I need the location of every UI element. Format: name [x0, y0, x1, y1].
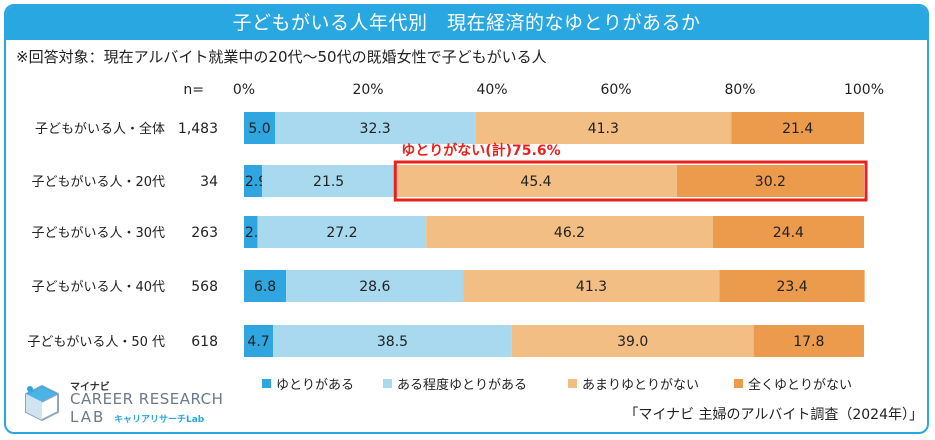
- x-tick-label: 0%: [233, 82, 255, 98]
- data-label: 32.3: [360, 121, 391, 137]
- data-label: 21.4: [782, 121, 813, 137]
- bar-segment: [273, 325, 512, 357]
- x-tick-label: 20%: [352, 82, 383, 98]
- data-label: 38.5: [377, 334, 408, 350]
- bar-segment: [426, 216, 713, 248]
- legend-label: 全くゆとりがない: [748, 377, 852, 393]
- bar-segment: [244, 325, 274, 357]
- bar-segment: [286, 270, 464, 302]
- logo-kana-text: キャリアリサーチLab: [114, 415, 205, 425]
- n-value-label: 34: [200, 174, 218, 190]
- bar-segment: [244, 216, 258, 248]
- n-value-label: 568: [191, 279, 218, 295]
- annotation-label: ゆとりがない(計)75.6%: [401, 142, 560, 159]
- bar-segment: [244, 270, 287, 302]
- logo-mynavi-text: マイナビ: [70, 382, 110, 393]
- category-label: 子どもがいる人・40代: [31, 280, 165, 295]
- legend-swatch: [568, 379, 577, 388]
- category-label: 子どもがいる人・50 代: [27, 335, 165, 350]
- data-label: 30.2: [755, 174, 786, 190]
- data-label: 24.4: [773, 225, 804, 241]
- bar-segment: [511, 325, 754, 357]
- career-research-lab-logo: マイナビ CAREER RESEARCH LAB キャリアリサーチLab: [22, 378, 224, 428]
- legend-label: ある程度ゆとりがある: [397, 377, 527, 393]
- data-label: 17.8: [793, 334, 824, 350]
- bar-segment: [275, 112, 476, 144]
- category-label: 子どもがいる人・30代: [31, 226, 165, 241]
- data-label: 6.8: [254, 279, 276, 295]
- data-label: 5.0: [248, 121, 270, 137]
- legend-swatch: [383, 379, 392, 388]
- legend-swatch: [262, 379, 271, 388]
- bar-segment: [261, 165, 396, 197]
- n-value-label: 263: [191, 225, 218, 241]
- data-label: 45.4: [520, 174, 551, 190]
- data-label: 2.9: [245, 174, 267, 190]
- highlight-box: [393, 160, 868, 202]
- data-label: 39.0: [617, 334, 648, 350]
- legend-label: あまりゆとりがない: [582, 378, 699, 393]
- bar-segment: [712, 216, 864, 248]
- data-label: 21.5: [313, 174, 344, 190]
- legend-swatch: [734, 379, 743, 388]
- bar-segment: [475, 112, 732, 144]
- data-label: 27.2: [326, 225, 357, 241]
- logo-main-text: CAREER RESEARCH: [70, 390, 224, 408]
- logo-lab-text: LAB: [70, 408, 106, 426]
- data-label: 4.7: [247, 334, 269, 350]
- bar-segment: [731, 112, 864, 144]
- x-tick-label: 60%: [600, 82, 631, 98]
- bar-segment: [395, 165, 677, 197]
- bar-segment: [244, 112, 275, 144]
- data-label: 23.4: [776, 279, 807, 295]
- data-label: 28.6: [359, 279, 390, 295]
- category-label: 子どもがいる人・全体: [35, 121, 165, 137]
- bar-segment: [463, 270, 720, 302]
- n-value-label: 618: [191, 334, 218, 350]
- chart-title: 子どもがいる人年代別 現在経済的なゆとりがあるか: [6, 6, 927, 40]
- category-label: 子どもがいる人・20代: [31, 175, 165, 190]
- bar-segment: [244, 165, 262, 197]
- x-tick-label: 80%: [724, 82, 755, 98]
- source-note: 「マイナビ 主婦のアルバイト調査（2024年）」: [624, 407, 923, 423]
- x-tick-label: 40%: [476, 82, 507, 98]
- x-tick-label: 100%: [844, 82, 884, 98]
- data-label: 41.3: [588, 121, 619, 137]
- chart-subtitle: ※回答対象：現在アルバイト就業中の20代～50代の既婚女性で子どもがいる人: [16, 48, 547, 66]
- data-label: 41.3: [576, 279, 607, 295]
- data-label: 46.2: [554, 225, 585, 241]
- bar-segment: [257, 216, 427, 248]
- bar-segment: [753, 325, 864, 357]
- cube-logo-icon: [25, 384, 59, 422]
- bar-segment: [676, 165, 864, 197]
- legend-label: ゆとりがある: [276, 378, 354, 393]
- n-value-label: 1,483: [178, 121, 218, 137]
- bar-segment: [719, 270, 865, 302]
- n-header-label: n=: [183, 82, 204, 98]
